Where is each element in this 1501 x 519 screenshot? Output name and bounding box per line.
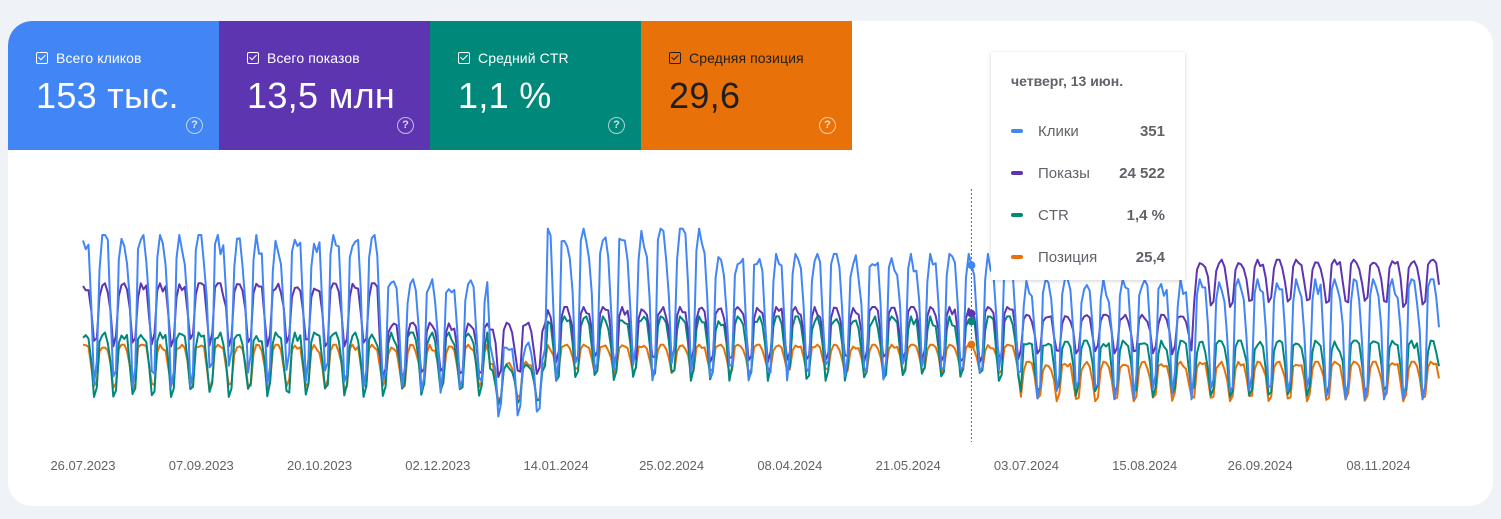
legend-line-icon (1011, 171, 1023, 175)
series-line-clicks (82, 227, 1440, 418)
checkbox-checked-icon[interactable] (458, 52, 470, 64)
checkbox-checked-icon[interactable] (36, 52, 48, 64)
tooltip-label: Клики (1038, 122, 1079, 140)
x-tick-label: 26.07.2023 (50, 458, 115, 473)
x-tick-label: 03.07.2024 (994, 458, 1059, 473)
tooltip-row-impressions: Показы 24 522 (1011, 152, 1165, 194)
checkbox-checked-icon[interactable] (669, 52, 681, 64)
legend-line-icon (1011, 255, 1023, 259)
tile-label: Всего показов (267, 50, 360, 66)
series-lines (82, 227, 1440, 418)
x-tick-label: 02.12.2023 (405, 458, 470, 473)
x-tick-label: 07.09.2023 (169, 458, 234, 473)
checkbox-checked-icon[interactable] (247, 52, 259, 64)
tooltip-date: четверг, 13 июн. (1011, 73, 1124, 89)
tooltip-row-ctr: CTR 1,4 % (1011, 194, 1165, 236)
tooltip-value: 351 (1139, 122, 1165, 140)
x-tick-label: 26.09.2024 (1228, 458, 1293, 473)
tooltip-label: Позиция (1038, 248, 1098, 266)
tooltip-value: 24 522 (1119, 164, 1165, 182)
tooltip-row-clicks: Клики 351 (1011, 110, 1165, 152)
x-axis: 26.07.2023 07.09.2023 20.10.2023 02.12.2023… (50, 458, 1410, 473)
performance-chart[interactable]: 26.07.2023 07.09.2023 20.10.2023 02.12.2023… (8, 21, 1493, 506)
series-line-ctr (82, 315, 1440, 406)
x-tick-label: 08.04.2024 (757, 458, 822, 473)
help-circle-icon[interactable]: ? (186, 117, 203, 134)
tile-header: Средняя позиция (669, 50, 852, 66)
x-tick-label: 15.08.2024 (1112, 458, 1177, 473)
tooltip-label: Показы (1038, 164, 1090, 182)
hover-point-clicks (967, 261, 976, 270)
tooltip-value: 1,4 % (1126, 206, 1165, 224)
tile-label: Средняя позиция (689, 50, 804, 66)
x-tick-label: 20.10.2023 (287, 458, 352, 473)
chart-tooltip: четверг, 13 июн. Клики 351 Показы 24 522… (991, 52, 1185, 280)
tile-value: 1,1 % (458, 75, 552, 116)
tile-average-ctr[interactable]: Средний CTR 1,1 % ? (430, 21, 641, 150)
help-circle-icon[interactable]: ? (397, 117, 414, 134)
tile-value: 153 тыс. (36, 75, 179, 116)
x-tick-label: 14.01.2024 (524, 458, 589, 473)
x-tick-label: 25.02.2024 (639, 458, 704, 473)
performance-card: 26.07.2023 07.09.2023 20.10.2023 02.12.2023… (8, 21, 1493, 506)
help-circle-icon[interactable]: ? (608, 117, 625, 134)
hover-point-impressions (967, 309, 976, 318)
tile-header: Всего кликов (36, 50, 219, 66)
tile-total-clicks[interactable]: Всего кликов 153 тыс. ? (8, 21, 219, 150)
x-tick-label: 21.05.2024 (876, 458, 941, 473)
legend-line-icon (1011, 213, 1023, 217)
hover-point-position (967, 340, 976, 349)
tile-value: 29,6 (669, 75, 741, 116)
tooltip-row-position: Позиция 25,4 (1011, 236, 1165, 278)
hover-point-ctr (967, 317, 976, 326)
legend-line-icon (1011, 129, 1023, 133)
help-circle-icon[interactable]: ? (819, 117, 836, 134)
x-tick-label: 08.11.2024 (1346, 458, 1410, 473)
tile-total-impressions[interactable]: Всего показов 13,5 млн ? (219, 21, 430, 150)
tooltip-label: CTR (1038, 206, 1069, 224)
metric-tiles: Всего кликов 153 тыс. ? Всего показов 13… (8, 21, 852, 150)
tile-average-position[interactable]: Средняя позиция 29,6 ? (641, 21, 852, 150)
tile-header: Средний CTR (458, 50, 641, 66)
tile-value: 13,5 млн (247, 75, 396, 116)
tile-header: Всего показов (247, 50, 430, 66)
tooltip-value: 25,4 (1135, 248, 1165, 266)
tile-label: Всего кликов (56, 50, 142, 66)
tile-label: Средний CTR (478, 50, 569, 66)
